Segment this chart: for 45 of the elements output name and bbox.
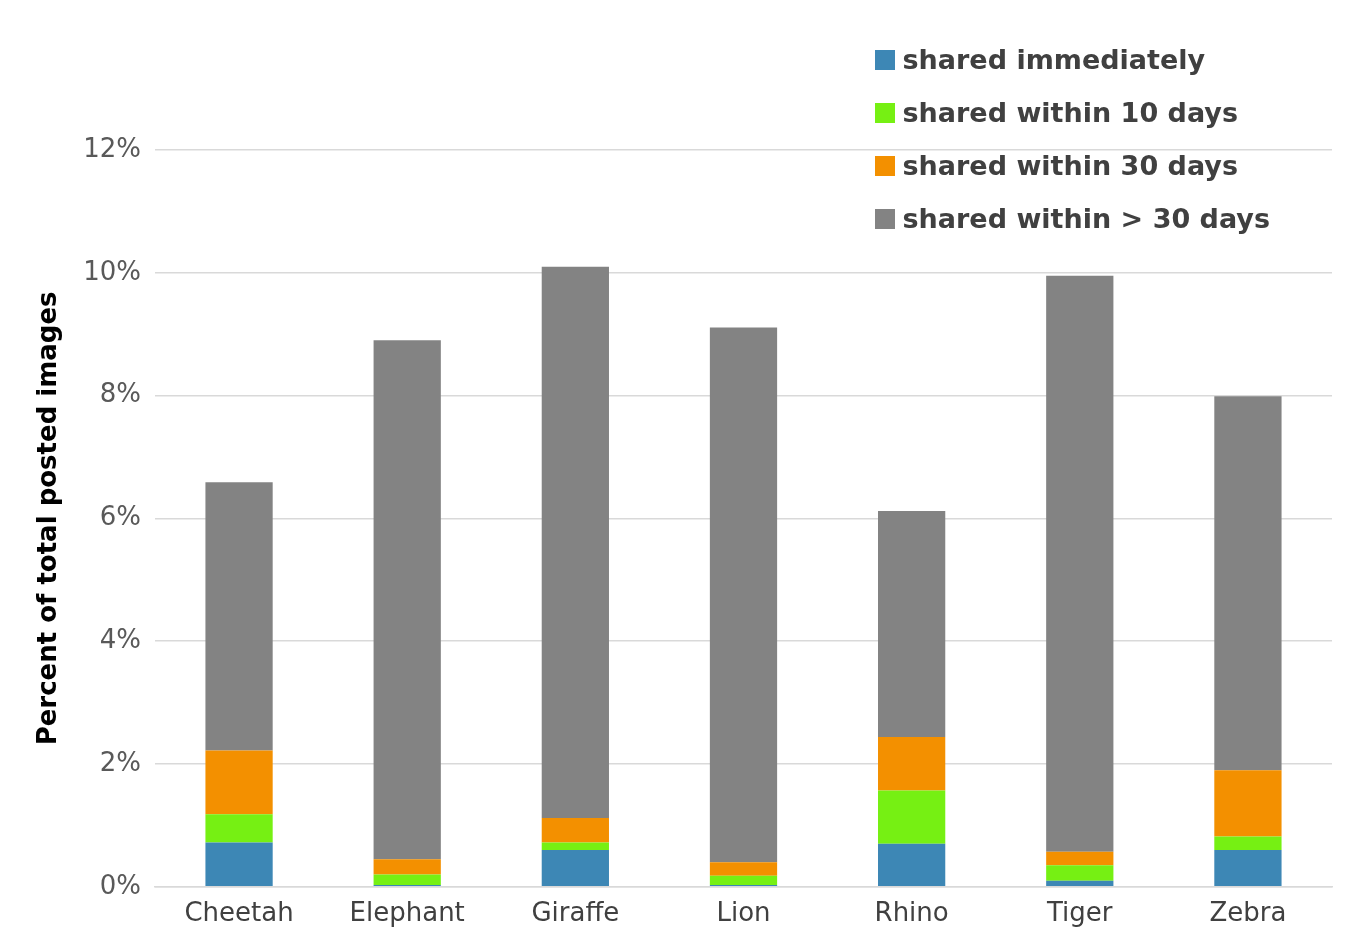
y-tick-label: 8% <box>99 378 141 409</box>
bar <box>205 750 273 815</box>
legend-label: shared within 30 days <box>902 150 1238 181</box>
bar <box>541 818 609 843</box>
bar <box>878 736 946 791</box>
bar <box>1046 865 1114 881</box>
y-tick-label: 10% <box>83 255 141 286</box>
x-tick-label: Rhino <box>874 897 949 928</box>
bar <box>1214 396 1282 771</box>
bar <box>1214 849 1282 887</box>
x-tick-label: Cheetah <box>184 897 294 928</box>
legend-label: shared within > 30 days <box>902 203 1270 234</box>
y-tick-label: 12% <box>83 132 141 163</box>
bar <box>541 849 609 887</box>
bar <box>709 875 778 885</box>
bar <box>709 327 778 863</box>
bar <box>541 266 609 819</box>
x-tick-label: Tiger <box>1046 897 1113 928</box>
bar <box>709 862 778 876</box>
bar <box>373 859 441 875</box>
x-tick-label: Giraffe <box>531 897 620 928</box>
bar <box>205 482 273 751</box>
y-tick-label: 2% <box>99 746 141 777</box>
y-tick-label: 4% <box>99 623 141 654</box>
y-axis-title: Percent of total posted images <box>32 291 63 746</box>
legend-label: shared within 10 days <box>902 97 1238 128</box>
x-tick-label: Elephant <box>349 897 465 928</box>
bar <box>878 843 946 887</box>
bar <box>1214 836 1282 850</box>
bar <box>373 874 441 885</box>
bar <box>1046 275 1114 852</box>
bar <box>205 842 273 887</box>
bar <box>1046 851 1114 866</box>
y-tick-label: 0% <box>99 869 141 900</box>
legend-label: shared immediately <box>902 44 1206 75</box>
bar <box>1214 770 1282 837</box>
x-tick-label: Zebra <box>1209 897 1287 928</box>
bar <box>373 340 441 860</box>
bar <box>541 842 609 850</box>
bar <box>878 790 946 844</box>
bar <box>878 511 946 737</box>
y-tick-label: 6% <box>99 501 141 532</box>
bar <box>1046 880 1114 887</box>
bar <box>205 814 273 843</box>
x-tick-label: Lion <box>716 897 771 928</box>
